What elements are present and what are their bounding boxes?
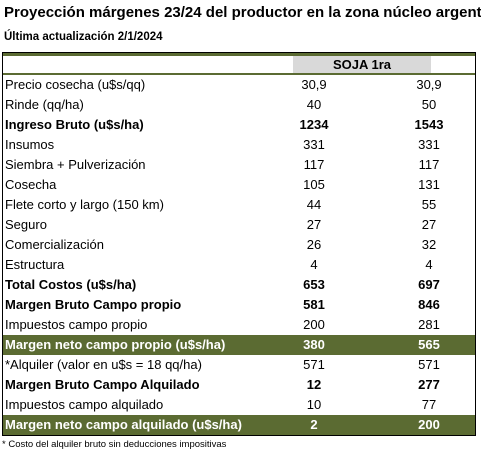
row-label: Margen neto campo propio (u$s/ha) [5,337,226,352]
highlight-row: Margen neto campo propio (u$s/ha) 380 565 [3,335,475,355]
table-row: Rinde (qq/ha) 40 50 [3,95,475,115]
row-value-2: 277 [418,377,440,392]
row-label: Siembra + Pulverización [5,157,146,172]
table-row: Precio cosecha (u$s/qq) 30,9 30,9 [3,75,475,95]
row-label: Impuestos campo propio [5,317,148,332]
row-value-2: 331 [418,137,440,152]
row-value-1: 1234 [299,117,329,132]
row-label: Ingreso Bruto (u$s/ha) [5,117,144,132]
table-row: Margen Bruto Campo Alquilado 12 277 [3,375,475,395]
row-label: Rinde (qq/ha) [5,97,84,112]
row-value-2: 77 [421,397,437,412]
row-label: *Alquiler (valor en u$s = 18 qq/ha) [5,357,202,372]
row-value-1: 331 [303,137,325,152]
row-value-1: 200 [303,317,325,332]
row-label: Margen Bruto Campo Alquilado [5,377,200,392]
row-value-2: 131 [418,177,440,192]
row-label: Total Costos (u$s/ha) [5,277,137,292]
row-value-2: 565 [418,337,440,352]
row-value-2: 281 [418,317,440,332]
row-value-1: 26 [306,237,322,252]
row-value-2: 50 [421,97,437,112]
row-value-1: 653 [303,277,325,292]
table-row: Impuestos campo propio 200 281 [3,315,475,335]
row-value-2: 200 [418,417,440,432]
row-value-2: 55 [421,197,437,212]
table-header: SOJA 1ra [3,53,475,73]
column-header-soja: SOJA 1ra [293,56,431,73]
margins-table: SOJA 1ra Precio cosecha (u$s/qq) 30,9 30,9… [2,52,476,436]
row-value-1: 380 [303,337,325,352]
row-label: Margen Bruto Campo propio [5,297,182,312]
table-row: Seguro 27 27 [3,215,475,235]
row-value-2: 846 [418,297,440,312]
row-label: Impuestos campo alquilado [5,397,164,412]
header-bottom-rule [3,73,475,75]
last-update-label: Última actualización 2/1/2024 [4,31,163,43]
header-top-rule [3,53,475,56]
footnote: * Costo del alquiler bruto sin deduccion… [2,439,227,450]
table-row: Comercialización 26 32 [3,235,475,255]
row-label: Insumos [5,137,55,152]
table-row: Total Costos (u$s/ha) 653 697 [3,275,475,295]
table-row: Cosecha 105 131 [3,175,475,195]
row-value-2: 32 [421,237,437,252]
table-row: Estructura 4 4 [3,255,475,275]
row-value-1: 4 [310,257,318,272]
row-value-1: 27 [306,217,322,232]
row-value-1: 117 [303,157,325,172]
table-row: Siembra + Pulverización 117 117 [3,155,475,175]
row-label: Cosecha [5,177,57,192]
row-label: Estructura [5,257,65,272]
page-title: Proyección márgenes 23/24 del productor … [4,4,481,21]
row-value-2: 117 [418,157,440,172]
row-label: Margen neto campo alquilado (u$s/ha) [5,417,242,432]
row-value-1: 12 [306,377,322,392]
row-value-1: 105 [303,177,325,192]
row-value-1: 44 [306,197,322,212]
row-value-2: 4 [425,257,433,272]
row-value-1: 10 [306,397,322,412]
row-value-1: 571 [303,357,325,372]
table-row: *Alquiler (valor en u$s = 18 qq/ha) 571 57… [3,355,475,375]
row-label: Comercialización [5,237,104,252]
row-value-2: 1543 [414,117,444,132]
row-value-2: 27 [421,217,437,232]
row-value-1: 30,9 [301,77,327,92]
table-row: Insumos 331 331 [3,135,475,155]
row-label: Seguro [5,217,47,232]
table-row: Impuestos campo alquilado 10 77 [3,395,475,415]
row-value-2: 30,9 [416,77,442,92]
highlight-row: Margen neto campo alquilado (u$s/ha) 2 200 [3,415,475,435]
row-label: Precio cosecha (u$s/qq) [5,77,146,92]
row-value-1: 581 [303,297,325,312]
table-row: Margen Bruto Campo propio 581 846 [3,295,475,315]
row-value-2: 571 [418,357,440,372]
table-row: Ingreso Bruto (u$s/ha) 1234 1543 [3,115,475,135]
row-label: Flete corto y largo (150 km) [5,197,164,212]
row-value-1: 2 [310,417,318,432]
row-value-2: 697 [418,277,440,292]
row-value-1: 40 [306,97,322,112]
table-row: Flete corto y largo (150 km) 44 55 [3,195,475,215]
